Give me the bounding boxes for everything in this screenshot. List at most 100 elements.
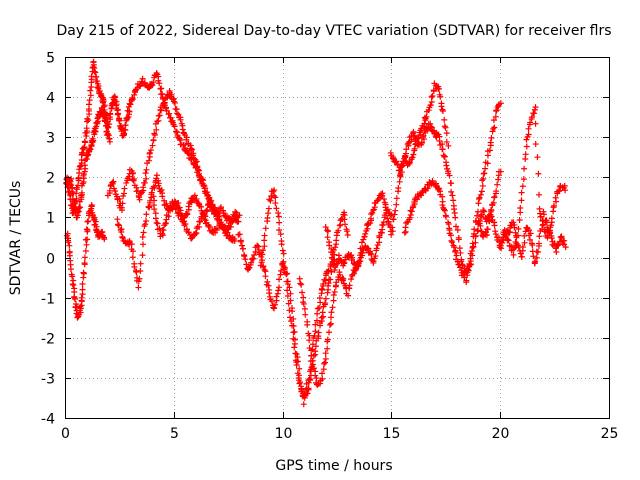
data-point — [443, 213, 450, 220]
data-point — [271, 305, 278, 312]
data-point — [396, 178, 403, 185]
x-tick-label: 25 — [601, 426, 619, 442]
data-point — [555, 241, 562, 248]
data-point — [511, 224, 518, 231]
data-point — [493, 188, 500, 195]
data-point — [171, 123, 178, 130]
data-point — [428, 93, 435, 100]
data-point — [165, 213, 172, 220]
data-point — [265, 210, 272, 217]
data-point — [499, 239, 506, 246]
data-point — [497, 100, 504, 107]
data-point — [236, 212, 243, 219]
data-point — [167, 204, 174, 211]
data-point — [447, 232, 454, 239]
data-point — [159, 193, 166, 200]
data-point — [203, 189, 210, 196]
data-point — [273, 293, 280, 300]
data-point — [122, 122, 129, 129]
data-point — [77, 204, 84, 211]
data-point — [129, 254, 136, 261]
series-arc-o — [496, 208, 569, 267]
data-point — [107, 111, 114, 118]
data-point — [119, 234, 126, 241]
data-point — [193, 196, 200, 203]
data-point — [86, 208, 93, 215]
data-point — [367, 249, 374, 256]
data-point — [308, 352, 315, 359]
data-point — [103, 122, 110, 129]
data-point — [476, 194, 483, 201]
data-point — [86, 97, 93, 104]
data-point — [537, 210, 544, 217]
data-point — [160, 96, 167, 103]
data-point — [518, 197, 525, 204]
data-point — [330, 297, 337, 304]
data-point — [318, 285, 325, 292]
data-point — [491, 124, 498, 131]
data-point — [130, 248, 137, 255]
data-point — [439, 141, 446, 148]
data-point — [322, 355, 329, 362]
data-point — [492, 113, 499, 120]
data-point — [394, 162, 401, 169]
data-point — [358, 239, 365, 246]
data-point — [389, 155, 396, 162]
data-point — [135, 284, 142, 291]
data-point — [522, 151, 529, 158]
data-point — [457, 249, 464, 256]
data-point — [484, 160, 491, 167]
data-point — [143, 211, 150, 218]
data-point — [140, 229, 147, 236]
data-point — [309, 361, 316, 368]
data-point — [490, 199, 497, 206]
data-point — [288, 318, 295, 325]
data-point — [384, 215, 391, 222]
data-point — [262, 225, 269, 232]
data-point — [261, 243, 268, 250]
data-point — [526, 227, 533, 234]
data-point — [417, 192, 424, 199]
data-point — [329, 304, 336, 311]
data-point — [238, 242, 245, 249]
data-point — [427, 120, 434, 127]
data-point — [322, 350, 329, 357]
data-point — [324, 227, 331, 234]
data-point — [251, 252, 258, 259]
data-point — [267, 197, 274, 204]
data-point — [341, 259, 348, 266]
data-point — [383, 209, 390, 216]
data-point — [217, 204, 224, 211]
data-point — [85, 117, 92, 124]
data-point — [126, 237, 133, 244]
data-point — [322, 300, 329, 307]
data-point — [517, 204, 524, 211]
data-point — [359, 245, 366, 252]
data-point — [290, 335, 297, 342]
data-point — [388, 231, 395, 238]
data-point — [153, 219, 160, 226]
data-point — [488, 213, 495, 220]
data-point — [349, 254, 356, 261]
data-point — [67, 266, 74, 273]
data-point — [151, 132, 158, 139]
data-point — [401, 229, 408, 236]
data-point — [464, 266, 471, 273]
data-point — [325, 228, 332, 235]
y-tick-label: -4 — [41, 412, 55, 428]
data-point — [213, 210, 220, 217]
data-point — [326, 321, 333, 328]
data-point — [405, 140, 412, 147]
data-point — [297, 280, 304, 287]
data-point — [376, 232, 383, 239]
data-point — [479, 182, 486, 189]
data-point — [553, 249, 560, 256]
data-point — [556, 187, 563, 194]
data-point — [200, 182, 207, 189]
data-point — [320, 366, 327, 373]
data-point — [299, 289, 306, 296]
data-point — [91, 68, 98, 75]
data-point — [320, 360, 327, 367]
y-tick-label: 5 — [46, 51, 55, 67]
data-point — [532, 104, 539, 111]
